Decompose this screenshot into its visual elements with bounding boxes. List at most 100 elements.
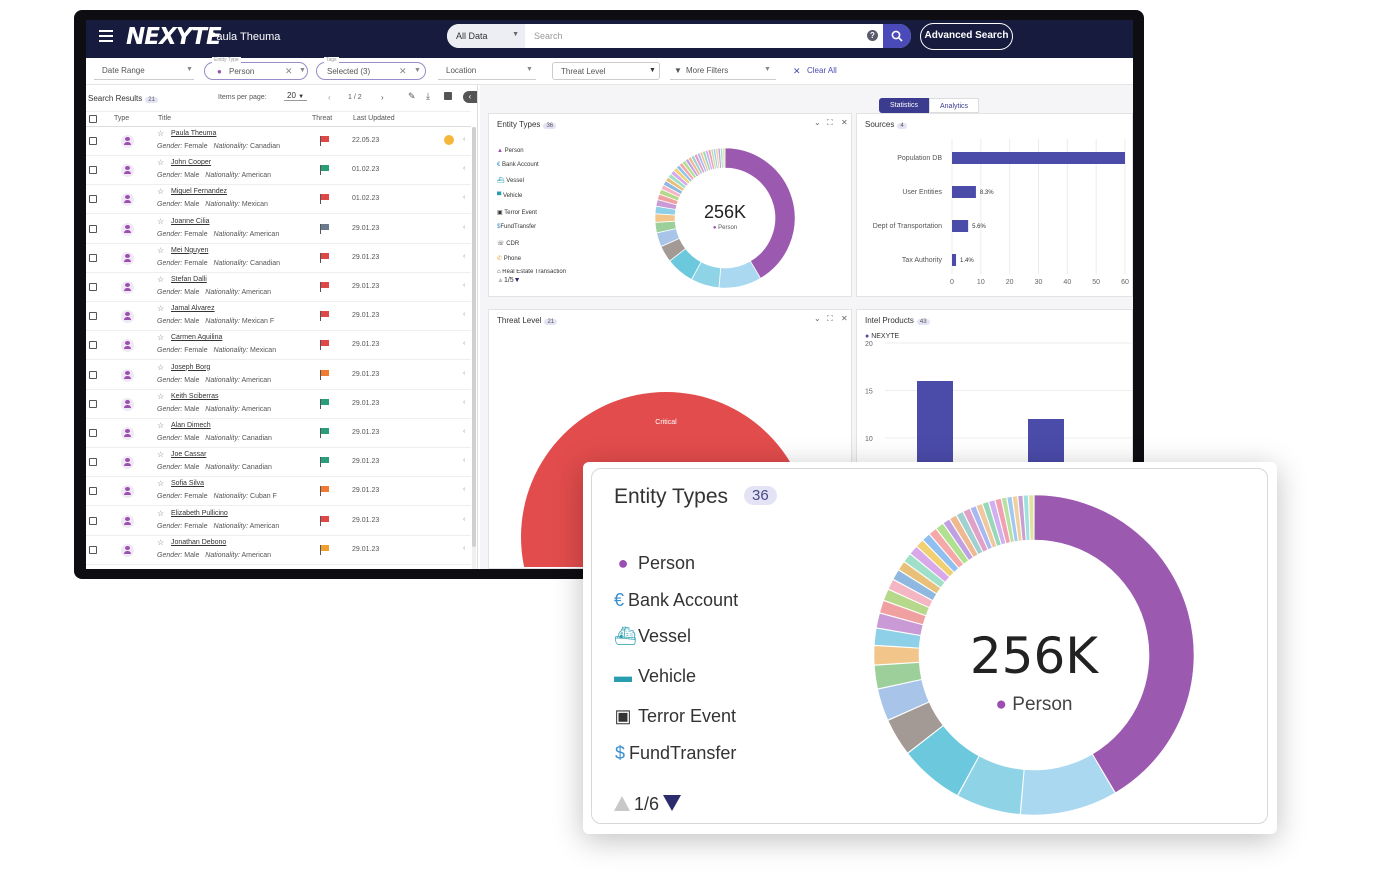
expand-icon[interactable]: ⛶ [827, 314, 833, 323]
scrollbar-thumb[interactable] [472, 127, 476, 547]
row-title-link[interactable]: Joanne Cilia [171, 217, 210, 225]
row-checkbox[interactable] [89, 370, 97, 379]
row-checkbox[interactable] [89, 195, 97, 204]
clear-all-button[interactable]: Clear All [807, 66, 837, 75]
row-title-link[interactable]: Carmen Aquilina [171, 334, 223, 342]
row-checkbox[interactable] [89, 487, 97, 496]
star-icon[interactable]: ☆ [157, 333, 165, 343]
row-expand-icon[interactable]: ‹ [463, 252, 466, 260]
row-expand-icon[interactable]: ‹ [463, 136, 466, 143]
star-icon[interactable]: ☆ [157, 245, 165, 255]
table-row[interactable]: ☆ Mei Nguyen Gender: Female Nationality: C… [86, 244, 471, 273]
row-title-link[interactable]: Paula Theuma [171, 130, 217, 137]
previous-page-icon[interactable]: ‹ [328, 93, 331, 102]
star-icon[interactable]: ☆ [157, 158, 165, 168]
tab-analytics[interactable]: Analytics [929, 98, 979, 113]
row-title-link[interactable]: Stefan Dalli [171, 276, 207, 283]
zoom-legend-vehicle[interactable]: ▬ Vehicle [614, 666, 696, 687]
legend-item-bank-account[interactable]: € Bank Account [497, 162, 539, 168]
row-checkbox[interactable] [89, 458, 97, 467]
legend-item-vehicle[interactable]: ▀ Vehicle [497, 193, 522, 199]
close-icon[interactable]: ✕ [841, 118, 848, 127]
row-title-link[interactable]: Sofia Silva [171, 480, 205, 488]
search-button[interactable] [883, 24, 911, 48]
row-checkbox[interactable] [89, 166, 97, 175]
row-title-link[interactable]: Jonathan Debono [171, 538, 227, 546]
legend-item-terror-event[interactable]: ▣ Terror Event [497, 209, 537, 216]
star-icon[interactable]: ☆ [157, 450, 165, 460]
row-title-link[interactable]: John Cooper [171, 159, 212, 167]
row-checkbox[interactable] [89, 399, 97, 408]
row-title-link[interactable]: Joseph Borg [171, 363, 211, 371]
row-expand-icon[interactable]: ‹ [463, 398, 466, 406]
row-expand-icon[interactable]: ‹ [463, 194, 466, 202]
zoom-legend-fundtransfer[interactable]: $ FundTransfer [614, 743, 736, 764]
column-last-updated[interactable]: Last Updated [353, 115, 395, 122]
table-row[interactable]: ☆ Joseph Borg Gender: Male Nationality: Am… [86, 361, 471, 390]
row-title-link[interactable]: Jamal Alvarez [171, 305, 215, 313]
items-per-page-select[interactable]: 20 ▼ [284, 91, 308, 101]
row-expand-icon[interactable]: ‹ [463, 282, 466, 289]
legend-item-cdr[interactable]: ☏ CDR [497, 240, 519, 247]
clear-icon[interactable]: ✕ [285, 66, 293, 76]
save-icon[interactable] [444, 92, 452, 100]
row-checkbox[interactable] [89, 224, 97, 233]
row-title-link[interactable]: Mei Nguyen [171, 246, 209, 254]
download-icon[interactable]: ⤓ [426, 91, 430, 101]
table-row[interactable]: ☆ Joe Cassar Gender: Male Nationality: Can… [86, 448, 471, 478]
row-checkbox[interactable] [89, 516, 97, 525]
star-icon[interactable]: ☆ [157, 508, 165, 518]
row-checkbox[interactable] [89, 312, 97, 321]
column-threat[interactable]: Threat [312, 115, 333, 122]
table-row[interactable]: ☆ Paula Theuma Gender: Female Nationality:… [86, 127, 471, 156]
app-logo[interactable]: NEXYTE [126, 24, 222, 50]
row-checkbox[interactable] [89, 283, 97, 291]
entity-type-filter[interactable]: Entity Type ● Person ✕ ▼ [204, 57, 308, 80]
column-title[interactable]: Title [158, 115, 171, 122]
table-row[interactable]: ☆ Miguel Fernandez Gender: Male Nationalit… [86, 185, 471, 215]
table-row[interactable]: ☆ Carmen Aquilina Gender: Female Nationali… [86, 331, 471, 361]
table-row[interactable]: ☆ Keith Sciberras Gender: Male Nationality… [86, 390, 471, 419]
collapse-panel-icon[interactable]: ‹ [463, 91, 477, 103]
row-checkbox[interactable] [89, 341, 97, 350]
row-title-link[interactable]: Keith Sciberras [171, 392, 219, 400]
clear-icon[interactable]: ✕ [399, 66, 407, 76]
help-icon[interactable]: ? [867, 30, 878, 41]
row-title-link[interactable]: Miguel Fernandez [171, 188, 228, 196]
column-type[interactable]: Type [114, 115, 130, 122]
table-row[interactable]: ☆ Sofia Silva Gender: Female Nationality: … [86, 477, 471, 507]
star-icon[interactable]: ☆ [157, 187, 165, 197]
star-icon[interactable]: ☆ [157, 362, 165, 372]
intel-legend[interactable]: ● NEXYTE [865, 333, 899, 340]
legend-item-person[interactable]: ▲ Person [497, 148, 524, 154]
row-expand-icon[interactable]: ‹ [463, 515, 466, 523]
row-title-link[interactable]: Elizabeth Pullicino [171, 509, 228, 517]
zoom-legend-terror-event[interactable]: ▣ Terror Event [614, 706, 736, 727]
row-checkbox[interactable] [89, 429, 97, 437]
row-title-link[interactable]: Joe Cassar [171, 451, 207, 459]
zoom-legend-vessel[interactable]: ⛴Vessel [614, 626, 691, 647]
table-row[interactable]: ☆ Stefan Dalli Gender: Male Nationality: A… [86, 273, 471, 302]
row-expand-icon[interactable]: ‹ [463, 486, 466, 494]
hamburger-menu-icon[interactable] [99, 30, 113, 42]
search-scope-select[interactable]: All Data ▼ [447, 24, 525, 48]
location-filter[interactable]: Location ▼ [438, 62, 536, 80]
row-expand-icon[interactable]: ‹ [463, 165, 466, 173]
tab-statistics[interactable]: Statistics [879, 98, 929, 113]
legend-pager[interactable]: ▲1/5▼ [497, 277, 521, 284]
expand-icon[interactable]: ⛶ [827, 118, 833, 127]
next-page-icon[interactable] [663, 795, 682, 811]
legend-item-vessel[interactable]: ⛴ Vessel [497, 177, 524, 184]
more-filters-button[interactable]: ▼ More Filters ▼ [670, 62, 776, 80]
row-expand-icon[interactable]: ‹ [463, 544, 466, 552]
date-range-filter[interactable]: Date Range ▼ [94, 62, 194, 80]
legend-item-phone[interactable]: ✆ Phone [497, 255, 521, 262]
notification-icon[interactable] [444, 135, 454, 145]
table-row[interactable]: ☆ Jamal Alvarez Gender: Male Nationality: … [86, 302, 471, 332]
chevron-down-icon[interactable]: ⌄ [814, 314, 821, 323]
zoom-legend-person[interactable]: ● Person [614, 553, 695, 574]
star-icon[interactable]: ☆ [157, 479, 165, 489]
row-title-link[interactable]: Alan Dimech [171, 422, 211, 429]
table-row[interactable]: ☆ Jonathan Debono Gender: Male Nationality… [86, 536, 471, 565]
row-expand-icon[interactable]: ‹ [463, 311, 466, 319]
